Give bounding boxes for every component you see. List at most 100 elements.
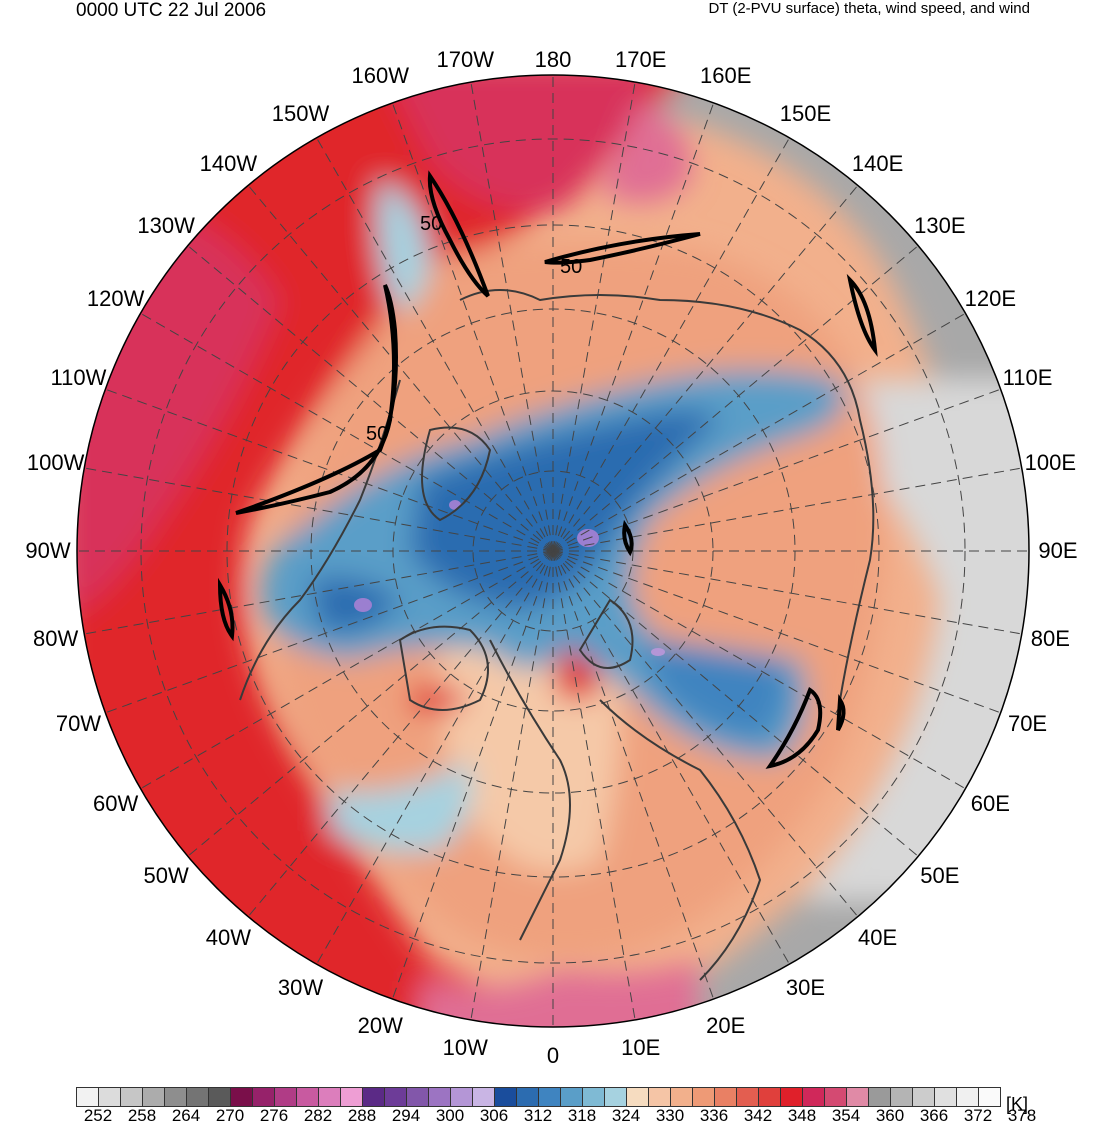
colorbar-tick-label: 348 (787, 1106, 817, 1125)
colorbar-swatch (913, 1087, 935, 1107)
colorbar-tick-label: 252 (83, 1106, 113, 1125)
colorbar-swatch (451, 1087, 473, 1107)
product-title: DT (2-PVU surface) theta, wind speed, an… (708, 0, 1030, 17)
longitude-label: 160E (700, 63, 752, 89)
wind-speed-contours (217, 170, 878, 769)
colorbar-tick-label: 354 (831, 1106, 861, 1125)
colorbar-swatch (253, 1087, 275, 1107)
colorbar-swatch (737, 1087, 759, 1107)
colorbar-tick-label: 282 (303, 1106, 333, 1125)
longitude-label: 130W (137, 213, 195, 239)
longitude-label: 80E (1030, 625, 1070, 651)
colorbar-swatch (341, 1087, 363, 1107)
colorbar-tick-label: 276 (259, 1106, 289, 1125)
colorbar-tick-label: 324 (611, 1106, 641, 1125)
colorbar-unit: [K] (1006, 1094, 1029, 1114)
colorbar-swatch (979, 1087, 1001, 1107)
longitude-label: 150W (271, 100, 330, 126)
colorbar-swatch (781, 1087, 803, 1107)
jet-contour-label: 50 (420, 213, 442, 235)
longitude-label: 180 (534, 47, 572, 72)
longitude-label: 20W (357, 1012, 403, 1038)
colorbar-tick-label: 372 (963, 1106, 993, 1125)
colorbar-swatch (935, 1087, 957, 1107)
colorbar-tick-label: 306 (479, 1106, 509, 1125)
colorbar-swatch (627, 1087, 649, 1107)
longitude-label: 120E (964, 285, 1017, 311)
colorbar-swatch (143, 1087, 165, 1107)
map-boundary (76, 74, 1030, 1028)
longitude-label: 40E (858, 924, 898, 950)
colorbar-tick-label: 318 (567, 1106, 597, 1125)
longitude-label: 140E (851, 151, 904, 177)
colorbar-swatch (605, 1087, 627, 1107)
colorbar-swatch (209, 1087, 231, 1107)
longitude-label: 80W (33, 625, 79, 651)
colorbar-swatch (165, 1087, 187, 1107)
colorbar-tick-label: 270 (215, 1106, 245, 1125)
longitude-label: 170E (614, 47, 667, 72)
colorbar-tick-label: 264 (171, 1106, 201, 1125)
colorbar-swatch (847, 1087, 869, 1107)
colorbar-swatch (99, 1087, 121, 1107)
colorbar-swatch (539, 1087, 561, 1107)
colorbar-swatch (891, 1087, 913, 1107)
longitude-label: 170W (436, 47, 495, 72)
colorbar-swatch (76, 1087, 99, 1107)
colorbar-swatch (715, 1087, 737, 1107)
longitude-label: 90W (25, 538, 71, 563)
colorbar-swatch (583, 1087, 605, 1107)
longitude-label: 120W (86, 285, 145, 311)
colorbar-swatch (319, 1087, 341, 1107)
colorbar-swatch (649, 1087, 671, 1107)
jet-contour-label: 50 (366, 423, 388, 445)
colorbar-swatch (121, 1087, 143, 1107)
colorbar-tick-label: 366 (919, 1106, 949, 1125)
longitude-label: 20E (706, 1012, 746, 1038)
longitude-label: 50E (920, 862, 960, 888)
colorbar-swatch (759, 1087, 781, 1107)
colorbar-swatch (693, 1087, 715, 1107)
longitude-label: 70E (1007, 710, 1048, 736)
longitude-label: 130E (914, 213, 966, 239)
valid-time-title: 0000 UTC 22 Jul 2006 (76, 0, 267, 21)
theta-colorbar (76, 1087, 1001, 1107)
colorbar-swatch (297, 1087, 319, 1107)
colorbar-tick-label: 336 (699, 1106, 729, 1125)
longitude-label: 150E (779, 100, 832, 126)
longitude-label: 70W (55, 710, 102, 736)
colorbar-swatch (561, 1087, 583, 1107)
colorbar-swatch (363, 1087, 385, 1107)
colorbar-swatch (957, 1087, 979, 1107)
jet-contour-label: 50 (560, 256, 582, 278)
colorbar-tick-label: 300 (435, 1106, 465, 1125)
longitude-label: 100E (1024, 450, 1077, 476)
longitude-label: 100W (26, 450, 85, 476)
colorbar-swatch (385, 1087, 407, 1107)
colorbar-swatch (429, 1087, 451, 1107)
longitude-label: 10E (621, 1035, 661, 1061)
longitude-label: 110E (1002, 365, 1053, 391)
colorbar-swatch (473, 1087, 495, 1107)
theta-field: 50 50 50 (77, 75, 1029, 1027)
colorbar-swatch (517, 1087, 539, 1107)
colorbar-swatch (495, 1087, 517, 1107)
longitude-label: 110W (50, 365, 107, 391)
colorbar-tick-label: 360 (875, 1106, 905, 1125)
longitude-label: 140W (199, 151, 258, 177)
colorbar-swatch (275, 1087, 297, 1107)
longitude-label: 50W (143, 862, 189, 888)
longitude-label: 160W (351, 63, 410, 89)
colorbar-tick-label: 258 (127, 1106, 157, 1125)
colorbar-tick-label: 294 (391, 1106, 421, 1125)
longitude-label: 0 (546, 1043, 560, 1068)
colorbar-swatch (825, 1087, 847, 1107)
longitude-label: 60E (970, 790, 1010, 816)
colorbar-tick-label: 342 (743, 1106, 773, 1125)
longitude-label: 30W (277, 975, 324, 1001)
colorbar-swatch (187, 1087, 209, 1107)
colorbar-swatch (231, 1087, 253, 1107)
colorbar-swatch (869, 1087, 891, 1107)
longitude-label: 60W (93, 790, 139, 816)
colorbar-swatch (671, 1087, 693, 1107)
